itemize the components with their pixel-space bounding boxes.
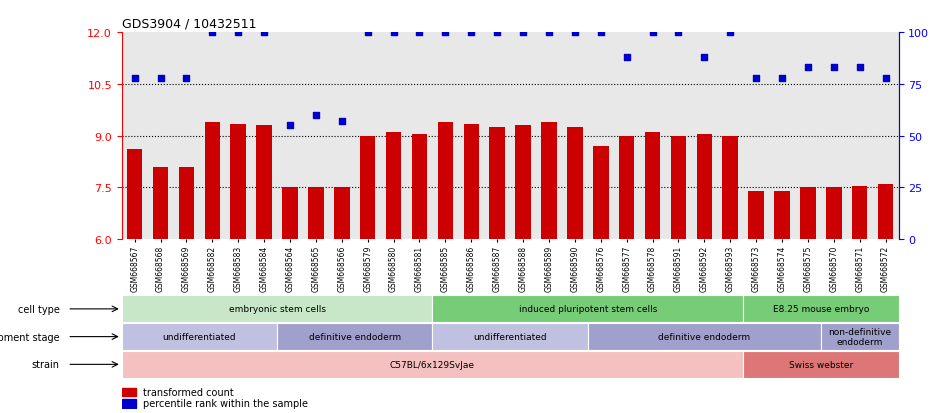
Text: GDS3904 / 10432511: GDS3904 / 10432511 [122,17,256,31]
Point [800,65,815,71]
Text: definitive endoderm: definitive endoderm [658,332,751,341]
Text: Swiss webster: Swiss webster [789,360,853,369]
Bar [774,191,790,240]
Bar [386,133,402,240]
FancyBboxPatch shape [277,323,432,350]
Bar [490,128,505,240]
Bar [334,188,349,240]
Bar [696,135,712,240]
Point [541,30,556,36]
Bar [179,167,194,240]
Bar [723,136,738,240]
Text: undifferentiated: undifferentiated [474,332,547,341]
Bar [878,185,893,240]
Point [154,75,168,82]
Bar [516,126,531,240]
Point [490,30,505,36]
Point [593,30,608,36]
Point [334,119,349,125]
Text: E8.25 mouse embryo: E8.25 mouse embryo [773,305,869,313]
Bar [205,123,220,240]
Bar [463,124,479,240]
Point [878,75,893,82]
Bar [122,388,136,396]
FancyBboxPatch shape [432,323,588,350]
Text: undifferentiated: undifferentiated [163,332,236,341]
FancyBboxPatch shape [743,296,899,323]
Bar [122,399,136,408]
Bar [567,128,582,240]
Bar [283,188,298,240]
Bar [852,186,868,240]
Bar [412,135,427,240]
Text: C57BL/6x129SvJae: C57BL/6x129SvJae [390,360,475,369]
Point [645,30,660,36]
Bar [593,147,608,240]
Text: strain: strain [32,359,60,370]
Point [567,30,582,36]
Text: non-definitive
endoderm: non-definitive endoderm [828,327,891,347]
Text: transformed count: transformed count [143,387,233,397]
Text: definitive endoderm: definitive endoderm [309,332,401,341]
Bar [256,126,271,240]
Point [853,65,868,71]
Point [723,30,738,36]
Text: development stage: development stage [0,332,60,342]
Point [671,30,686,36]
FancyBboxPatch shape [743,351,899,378]
Point [826,65,841,71]
Bar [308,188,324,240]
Text: embryonic stem cells: embryonic stem cells [228,305,326,313]
Point [412,30,427,36]
Point [516,30,531,36]
Text: cell type: cell type [18,304,60,314]
Point [231,30,246,36]
Bar [619,136,635,240]
Point [179,75,194,82]
Bar [800,188,815,240]
Point [775,75,790,82]
Bar [826,188,841,240]
Point [127,75,142,82]
Point [749,75,764,82]
Point [696,55,712,61]
FancyBboxPatch shape [122,351,743,378]
FancyBboxPatch shape [821,323,899,350]
Text: induced pluripotent stem cells: induced pluripotent stem cells [519,305,657,313]
Point [205,30,220,36]
Bar [360,136,375,240]
Bar [671,136,686,240]
Bar [153,167,168,240]
FancyBboxPatch shape [588,323,821,350]
Point [256,30,271,36]
Point [387,30,402,36]
FancyBboxPatch shape [432,296,743,323]
Point [464,30,479,36]
Text: percentile rank within the sample: percentile rank within the sample [143,398,308,408]
Bar [541,123,557,240]
Point [309,112,324,119]
FancyBboxPatch shape [122,323,277,350]
FancyBboxPatch shape [122,296,432,323]
Point [620,55,635,61]
Bar [438,123,453,240]
Bar [749,191,764,240]
Point [438,30,453,36]
Bar [645,133,660,240]
Point [283,123,298,129]
Point [360,30,375,36]
Bar [230,124,246,240]
Bar [127,150,142,240]
